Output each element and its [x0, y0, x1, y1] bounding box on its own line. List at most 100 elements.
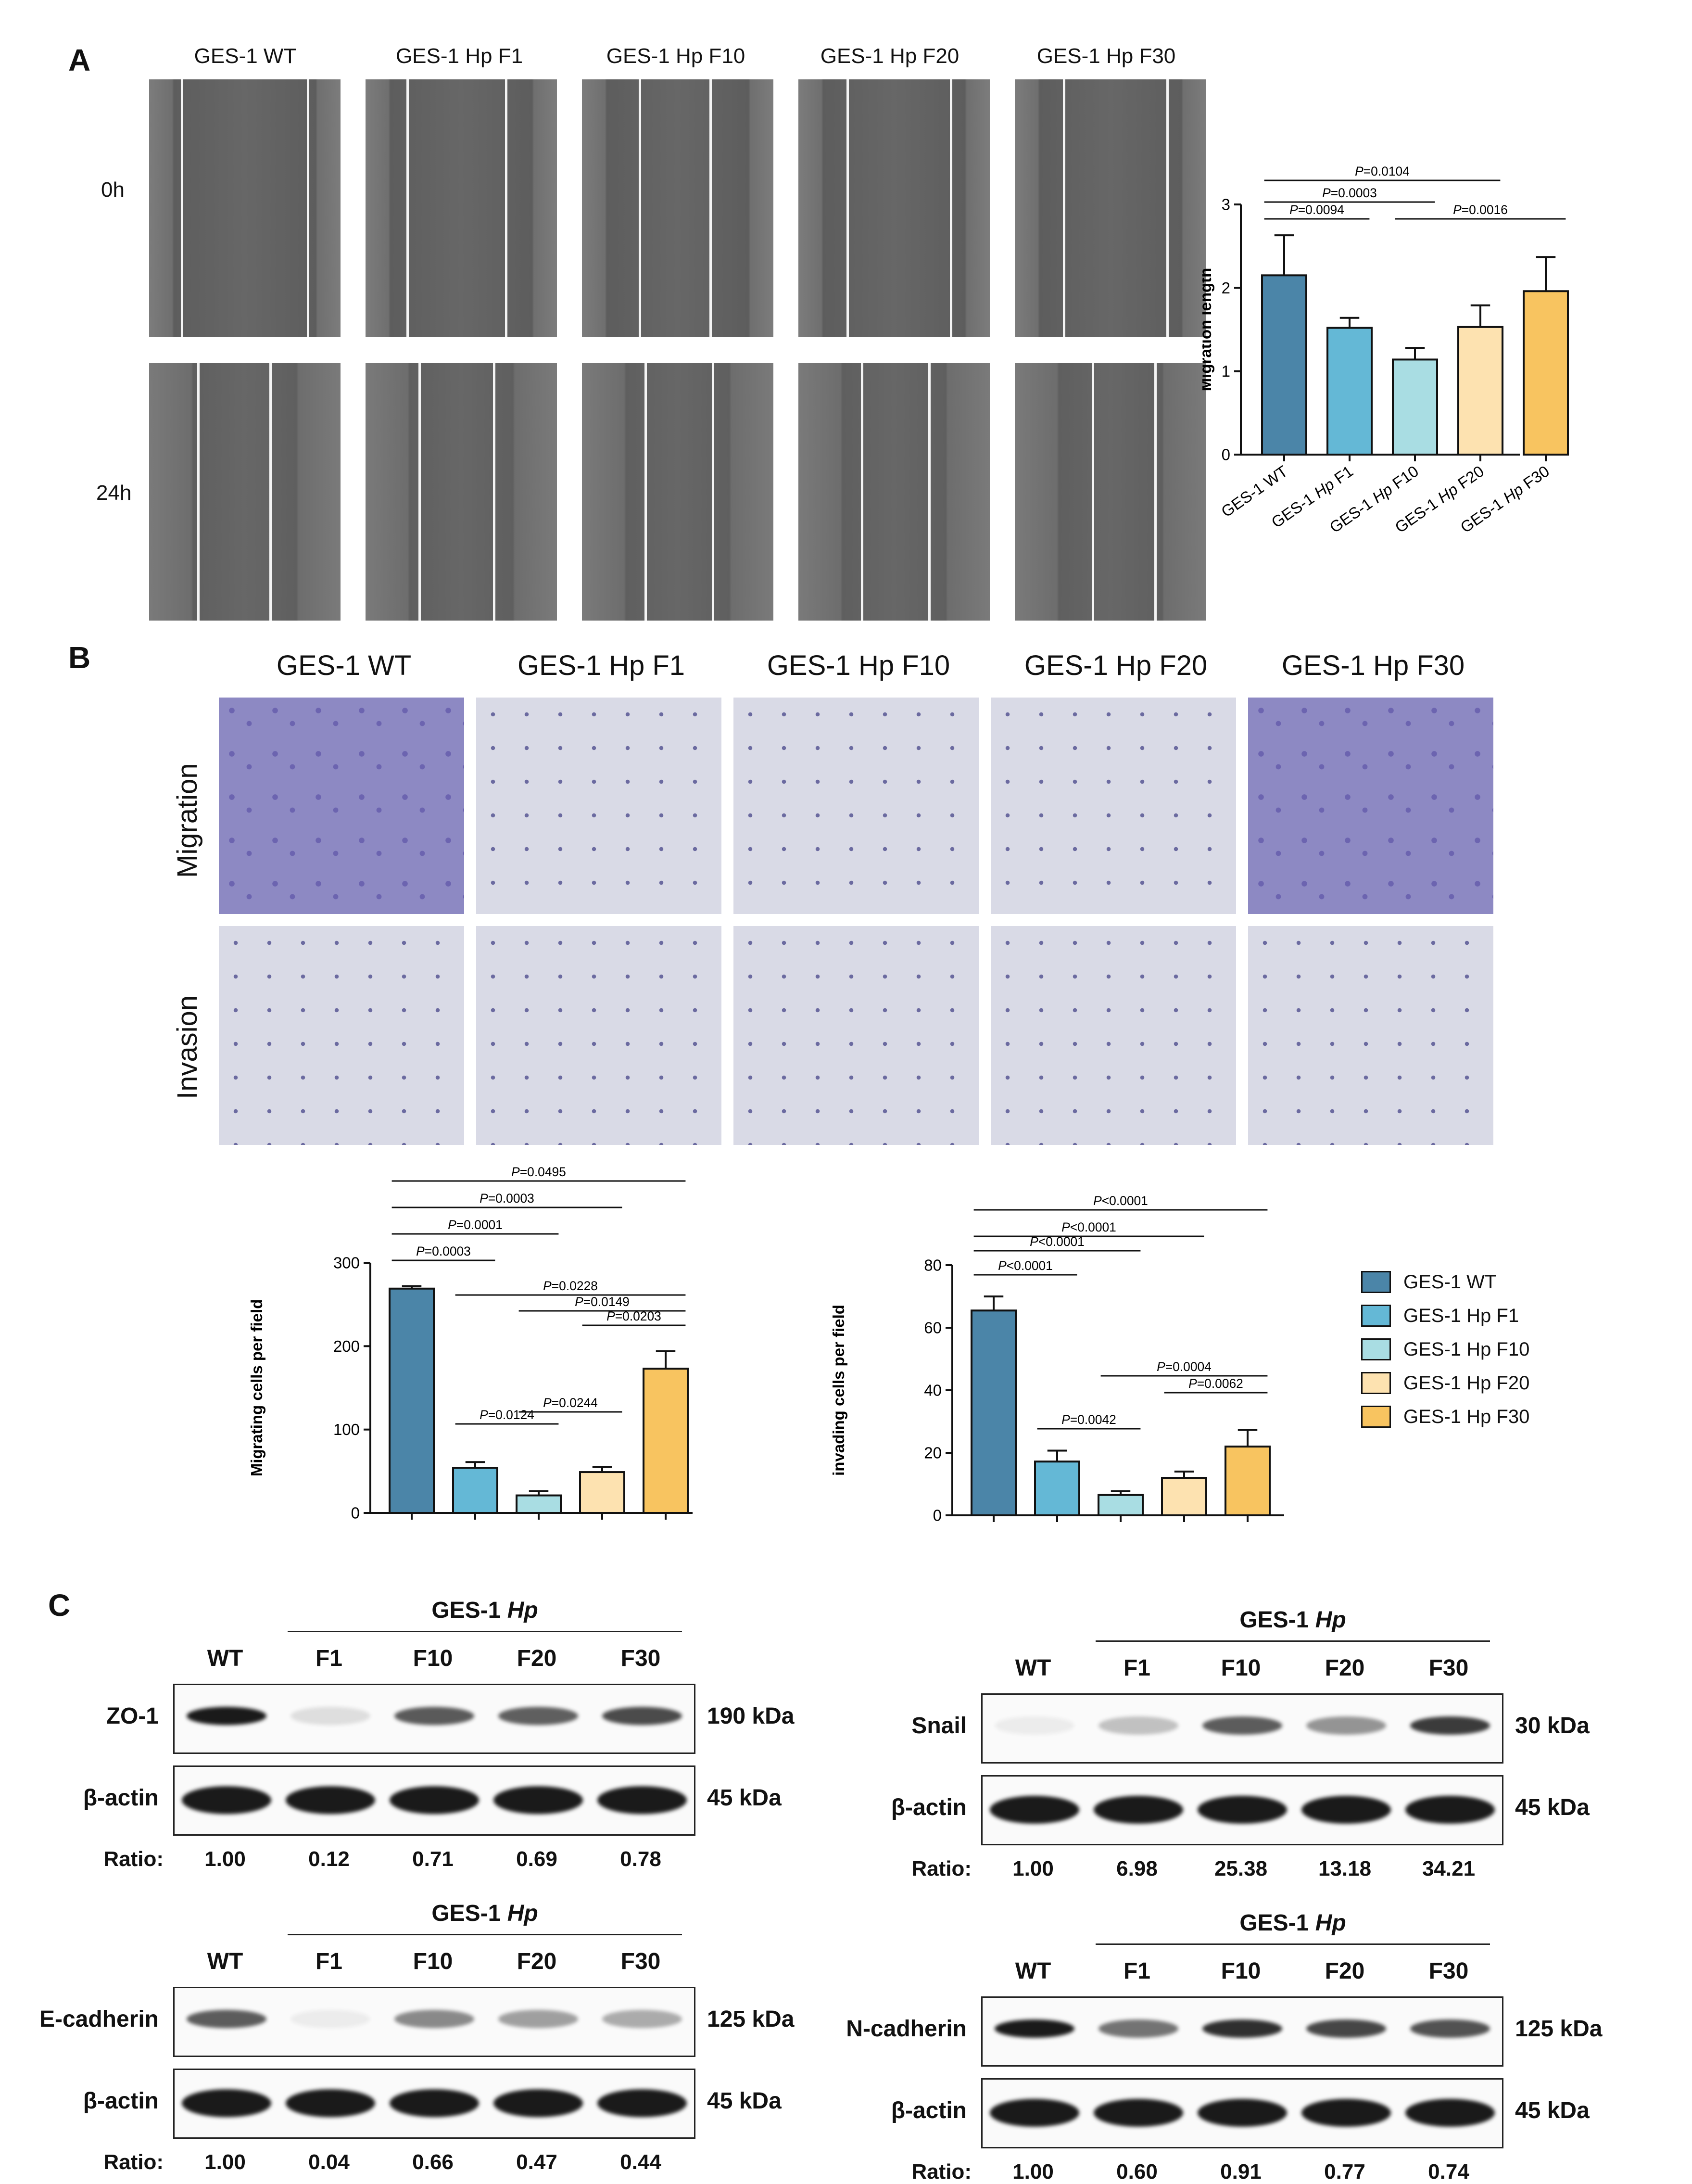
- ratio-value: 0.74: [1428, 2160, 1469, 2184]
- transwell-invasion-f20: [991, 926, 1236, 1145]
- actin-band: [493, 2089, 583, 2117]
- significance-label: P=0.0149: [575, 1295, 630, 1309]
- ratio-value: 1.00: [204, 2150, 246, 2174]
- ratio-value: 0.66: [412, 2150, 454, 2174]
- protein-kda: 190 kDa: [707, 1703, 795, 1729]
- actin-band: [1301, 1796, 1391, 1824]
- bar: [1034, 1460, 1080, 1517]
- actin-band: [286, 1786, 375, 1814]
- loading-kda: 45 kDa: [1515, 1795, 1590, 1820]
- blot-group-line: [1095, 1640, 1490, 1642]
- significance-label: P=0.0004: [1157, 1359, 1212, 1374]
- lane-label: F1: [1123, 1655, 1150, 1681]
- ratio-value: 0.12: [308, 1847, 350, 1871]
- actin-band: [182, 2089, 271, 2117]
- protein-kda: 30 kDa: [1515, 1713, 1590, 1739]
- loading-kda: 45 kDa: [1515, 2098, 1590, 2123]
- significance-label: P<0.0001: [1093, 1194, 1148, 1208]
- legend-label: GES-1 Hp F10: [1403, 1338, 1530, 1360]
- protein-band: [1410, 2019, 1490, 2038]
- ratio-value: 1.00: [1012, 1857, 1054, 1880]
- panel-b-col-wt: GES-1 WT: [276, 650, 412, 681]
- ratio-label: Ratio:: [103, 2150, 164, 2174]
- actin-band: [1405, 2099, 1495, 2127]
- protein-band: [394, 1707, 474, 1725]
- lane-label: F10: [1221, 1655, 1261, 1681]
- wound-image-f10-0h: [582, 79, 773, 337]
- transwell-migration-f10: [733, 698, 979, 914]
- bar: [1261, 274, 1307, 456]
- ratio-value: 1.00: [1012, 2160, 1054, 2184]
- significance-label: P=0.0244: [543, 1396, 598, 1410]
- lane-label: WT: [207, 1949, 243, 1974]
- panel-b-row-invasion: Invasion: [172, 995, 203, 1099]
- lane-label: F30: [620, 1646, 661, 1671]
- loading-membrane: [981, 1775, 1503, 1845]
- protein-band: [1202, 1716, 1282, 1735]
- actin-band: [182, 1786, 271, 1814]
- protein-label: ZO-1: [106, 1703, 159, 1729]
- lane-label: WT: [207, 1646, 243, 1671]
- bar: [1161, 1477, 1207, 1516]
- protein-band: [1306, 2019, 1386, 2038]
- y-tick-label: 0: [1222, 446, 1230, 464]
- y-tick-label: 40: [924, 1382, 942, 1399]
- protein-band: [1202, 2019, 1282, 2038]
- loading-label: β-actin: [891, 2098, 967, 2123]
- transwell-invasion-wt: [219, 926, 464, 1145]
- blot-group-header: GES-1 Hp: [1239, 1910, 1346, 1936]
- legend-item: GES-1 Hp F1: [1361, 1299, 1529, 1333]
- legend-swatch: [1361, 1271, 1391, 1293]
- significance-label: P=0.0203: [606, 1309, 661, 1323]
- ratio-value: 6.98: [1116, 1857, 1158, 1880]
- lane-label: F20: [1325, 1958, 1365, 1984]
- panel-a-col-f20: GES-1 Hp F20: [820, 44, 960, 68]
- blot-group-header: GES-1 Hp: [1239, 1607, 1346, 1633]
- ratio-value: 0.77: [1324, 2160, 1365, 2184]
- bar: [389, 1287, 435, 1514]
- blot-membrane: [173, 1684, 695, 1754]
- panel-label-a: A: [68, 43, 91, 77]
- loading-label: β-actin: [83, 1785, 159, 1811]
- legend-label: GES-1 Hp F20: [1403, 1372, 1530, 1394]
- panel-b-col-f30: GES-1 Hp F30: [1281, 650, 1465, 681]
- loading-kda: 45 kDa: [707, 2088, 782, 2114]
- chart-migrating-cells: 0 100 200 300 Migrating cells per field P=0.0…: [248, 1165, 693, 1522]
- ratio-value: 0.60: [1116, 2160, 1158, 2184]
- transwell-migration-f1: [476, 698, 721, 914]
- legend-label: GES-1 Hp F1: [1403, 1305, 1519, 1326]
- actin-band: [990, 1796, 1079, 1824]
- loading-membrane: [173, 1765, 695, 1836]
- panel-a-row-0h: 0h: [101, 178, 125, 202]
- loading-label: β-actin: [83, 2088, 159, 2114]
- protein-band: [602, 1707, 682, 1725]
- actin-band: [1094, 1796, 1183, 1824]
- protein-band: [1410, 1716, 1490, 1735]
- y-tick-label: 1: [1222, 362, 1230, 380]
- significance-label: P=0.0104: [1355, 164, 1410, 178]
- wound-image-wt-24h: [149, 363, 341, 621]
- lane-label: F20: [517, 1949, 557, 1974]
- ratio-value: 0.44: [620, 2150, 661, 2174]
- y-axis-label: invading cells per field: [830, 1305, 847, 1476]
- y-tick-label: 3: [1222, 196, 1230, 214]
- blot-membrane: [981, 1996, 1503, 2067]
- significance-label: P=0.0228: [543, 1279, 598, 1293]
- protein-label: E-cadherin: [39, 2006, 159, 2032]
- lane-label: F10: [413, 1646, 453, 1671]
- lane-label: F20: [517, 1646, 557, 1671]
- protein-label: N-cadherin: [846, 2016, 967, 2042]
- wound-image-f20-24h: [798, 363, 990, 621]
- transwell-migration-wt: [219, 698, 464, 914]
- chart-invading-cells: 0 20 40 60 80 invading cells per field P<0.000…: [830, 1194, 1284, 1524]
- significance-label: P=0.0003: [480, 1191, 534, 1206]
- wound-image-wt-0h: [149, 79, 341, 337]
- panel-b-col-f10: GES-1 Hp F10: [767, 650, 950, 681]
- y-tick-label: 0: [933, 1507, 942, 1524]
- ratio-label: Ratio:: [911, 2160, 972, 2184]
- transwell-migration-f30: [1248, 698, 1493, 914]
- legend: GES-1 WT GES-1 Hp F1 GES-1 Hp F10 GES-1 Hp …: [1361, 1265, 1529, 1434]
- legend-item: GES-1 WT: [1361, 1265, 1529, 1299]
- actin-band: [1198, 2099, 1287, 2127]
- actin-band: [990, 2099, 1079, 2127]
